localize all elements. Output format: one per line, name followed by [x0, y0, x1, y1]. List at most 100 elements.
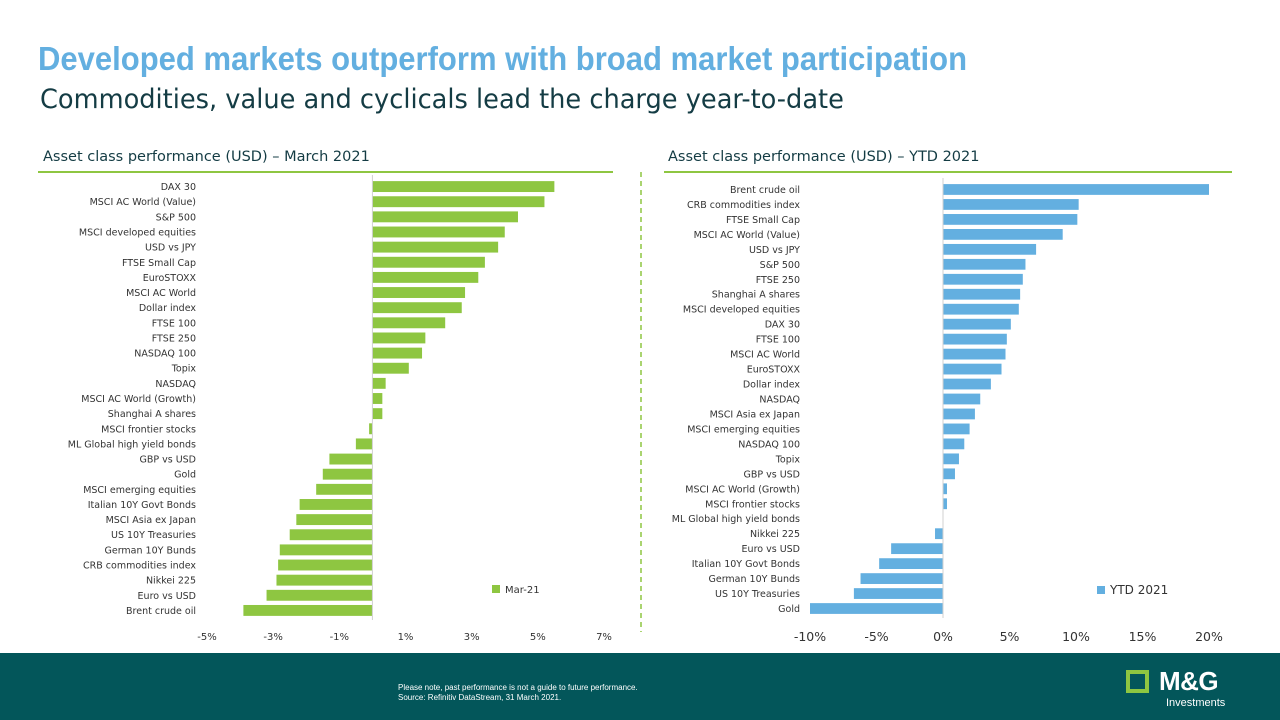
bar: [372, 332, 426, 344]
chart-march-legend-label: Mar-21: [505, 585, 540, 596]
category-label: USD vs JPY: [749, 245, 800, 256]
bar: [278, 559, 373, 571]
category-label: US 10Y Treasuries: [715, 589, 800, 600]
bar: [372, 408, 383, 420]
bar: [279, 544, 373, 556]
disclaimer-line-2: Source: Refinitiv DataStream, 31 March 2…: [398, 693, 562, 702]
bar: [879, 558, 943, 570]
tick-label: 0%: [933, 629, 953, 644]
bar: [372, 317, 446, 329]
bar: [943, 438, 965, 450]
category-label: EuroSTOXX: [143, 273, 197, 284]
tick-label: -5%: [864, 629, 888, 644]
category-label: NASDAQ: [155, 379, 196, 390]
category-label: MSCI AC World: [126, 288, 196, 299]
category-label: DAX 30: [161, 182, 196, 193]
category-label: Brent crude oil: [730, 185, 800, 196]
category-label: MSCI developed equities: [683, 305, 800, 316]
category-label: ML Global high yield bonds: [68, 439, 196, 450]
bar: [372, 271, 479, 283]
category-label: Dollar index: [139, 303, 197, 314]
chart-march-category-labels: DAX 30 MSCI AC World (Value) S&P 500 MSCI d…: [68, 182, 197, 617]
category-label: Shanghai A shares: [108, 409, 196, 420]
category-label: German 10Y Bunds: [104, 545, 196, 556]
chart-ytd-title: Asset class performance (USD) – YTD 2021: [668, 149, 979, 165]
bar: [853, 588, 943, 599]
bar: [372, 362, 409, 374]
category-label: NASDAQ 100: [738, 439, 800, 450]
chart-march-tick-labels: -5% -3% -1% 1% 3% 5% 7%: [197, 632, 612, 643]
category-label: MSCI AC World: [730, 350, 800, 361]
category-label: Euro vs USD: [138, 591, 196, 602]
tick-label: -5%: [197, 632, 216, 643]
category-label: MSCI emerging equities: [83, 485, 196, 496]
tick-label: 3%: [464, 632, 480, 643]
category-label: German 10Y Bunds: [708, 574, 800, 585]
bar: [935, 528, 943, 540]
category-label: Topix: [171, 364, 197, 375]
bar: [943, 258, 1026, 270]
charts-canvas: Asset class performance (USD) – March 20…: [38, 149, 1232, 644]
bar: [860, 573, 943, 584]
category-label: ML Global high yield bonds: [672, 514, 800, 525]
bar: [296, 514, 373, 526]
bar: [943, 498, 947, 510]
category-label: Italian 10Y Govt Bonds: [692, 559, 800, 570]
bar: [322, 468, 373, 480]
bar: [372, 393, 383, 404]
bar: [943, 408, 975, 420]
bar: [372, 181, 555, 193]
bar: [355, 438, 373, 450]
category-label: Euro vs USD: [742, 544, 800, 555]
category-label: CRB commodities index: [83, 561, 196, 572]
bar: [810, 603, 943, 614]
bar: [329, 453, 373, 465]
chart-ytd-category-labels: Brent crude oil CRB commodities index FTSE…: [672, 185, 801, 615]
bar: [943, 288, 1021, 300]
bar: [943, 333, 1007, 345]
category-label: FTSE 100: [756, 335, 800, 346]
bar: [943, 228, 1063, 240]
category-label: MSCI frontier stocks: [705, 499, 800, 510]
bar: [299, 499, 373, 510]
bar: [369, 423, 373, 435]
page-subtitle: Commodities, value and cyclicals lead th…: [40, 84, 844, 115]
bar: [943, 483, 947, 495]
category-label: FTSE Small Cap: [122, 258, 196, 269]
category-label: FTSE 250: [756, 275, 800, 286]
bar: [372, 347, 423, 359]
bar: [943, 348, 1006, 360]
chart-ytd-bars: [810, 184, 1209, 614]
bar: [943, 273, 1023, 285]
logo-subtext: Investments: [1166, 697, 1226, 709]
category-label: Shanghai A shares: [712, 290, 800, 301]
chart-ytd-legend-swatch: [1097, 586, 1105, 594]
bar: [943, 468, 955, 480]
category-label: MSCI AC World (Growth): [685, 484, 800, 495]
brand-logo: M&G: [1126, 666, 1219, 697]
disclaimer-line-1: Please note, past performance is not a g…: [398, 683, 638, 692]
category-label: FTSE Small Cap: [726, 215, 800, 226]
bar: [943, 423, 970, 435]
page-title: Developed markets outperform with broad …: [38, 40, 968, 77]
category-label: MSCI AC World (Value): [90, 197, 196, 208]
tick-label: -1%: [330, 632, 349, 643]
bar: [943, 453, 959, 465]
logo-square-icon: [1126, 670, 1149, 693]
bar: [276, 574, 373, 586]
category-label: MSCI AC World (Value): [694, 230, 800, 241]
category-label: Nikkei 225: [146, 576, 196, 587]
category-label: GBP vs USD: [743, 469, 800, 480]
disclaimer: Please note, past performance is not a g…: [398, 683, 638, 703]
category-label: DAX 30: [765, 320, 800, 331]
category-label: MSCI frontier stocks: [101, 424, 196, 435]
bar: [372, 211, 518, 223]
chart-march: Asset class performance (USD) – March 20…: [38, 149, 613, 643]
tick-label: -10%: [794, 629, 826, 644]
category-label: Topix: [775, 454, 801, 465]
footer-bar: [0, 653, 1280, 720]
tick-label: -3%: [263, 632, 282, 643]
category-label: FTSE 250: [152, 333, 196, 344]
bar: [943, 214, 1078, 225]
category-label: USD vs JPY: [145, 243, 196, 254]
